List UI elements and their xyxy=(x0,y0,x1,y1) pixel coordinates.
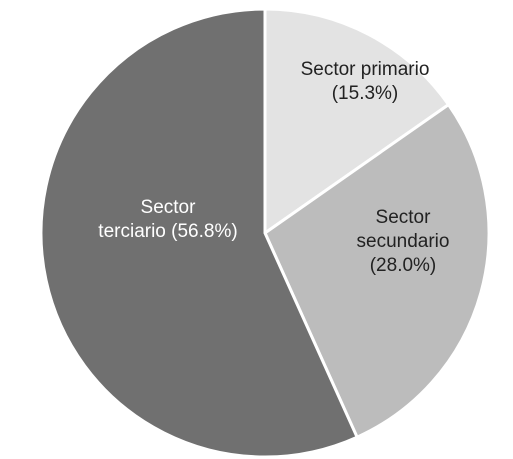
pie-slice-label-line: terciario (56.8%) xyxy=(98,221,237,242)
pie-slice-label-line: Sector xyxy=(376,207,432,228)
pie-slice-label-line: (15.3%) xyxy=(332,83,399,104)
pie-slices xyxy=(39,7,491,459)
pie-slice-1 xyxy=(263,7,451,236)
pie-slice-label-2: Sector secundario (28.0%) xyxy=(357,207,450,276)
pie-slice-3 xyxy=(39,7,360,459)
pie-slice-label-line: Sector xyxy=(141,197,197,218)
pie-slice-label-line: (28.0%) xyxy=(370,255,437,276)
pie-slice-label-line: Sector primario xyxy=(301,59,430,80)
pie-slice-label-3: Sector terciario (56.8%) xyxy=(98,197,237,242)
pie-slice-label-line: secundario xyxy=(357,231,450,252)
pie-slice-label-1: Sector primario (15.3%) xyxy=(301,59,430,104)
pie-labels: Sector primario (15.3%) Sector secundario (2… xyxy=(98,59,449,276)
